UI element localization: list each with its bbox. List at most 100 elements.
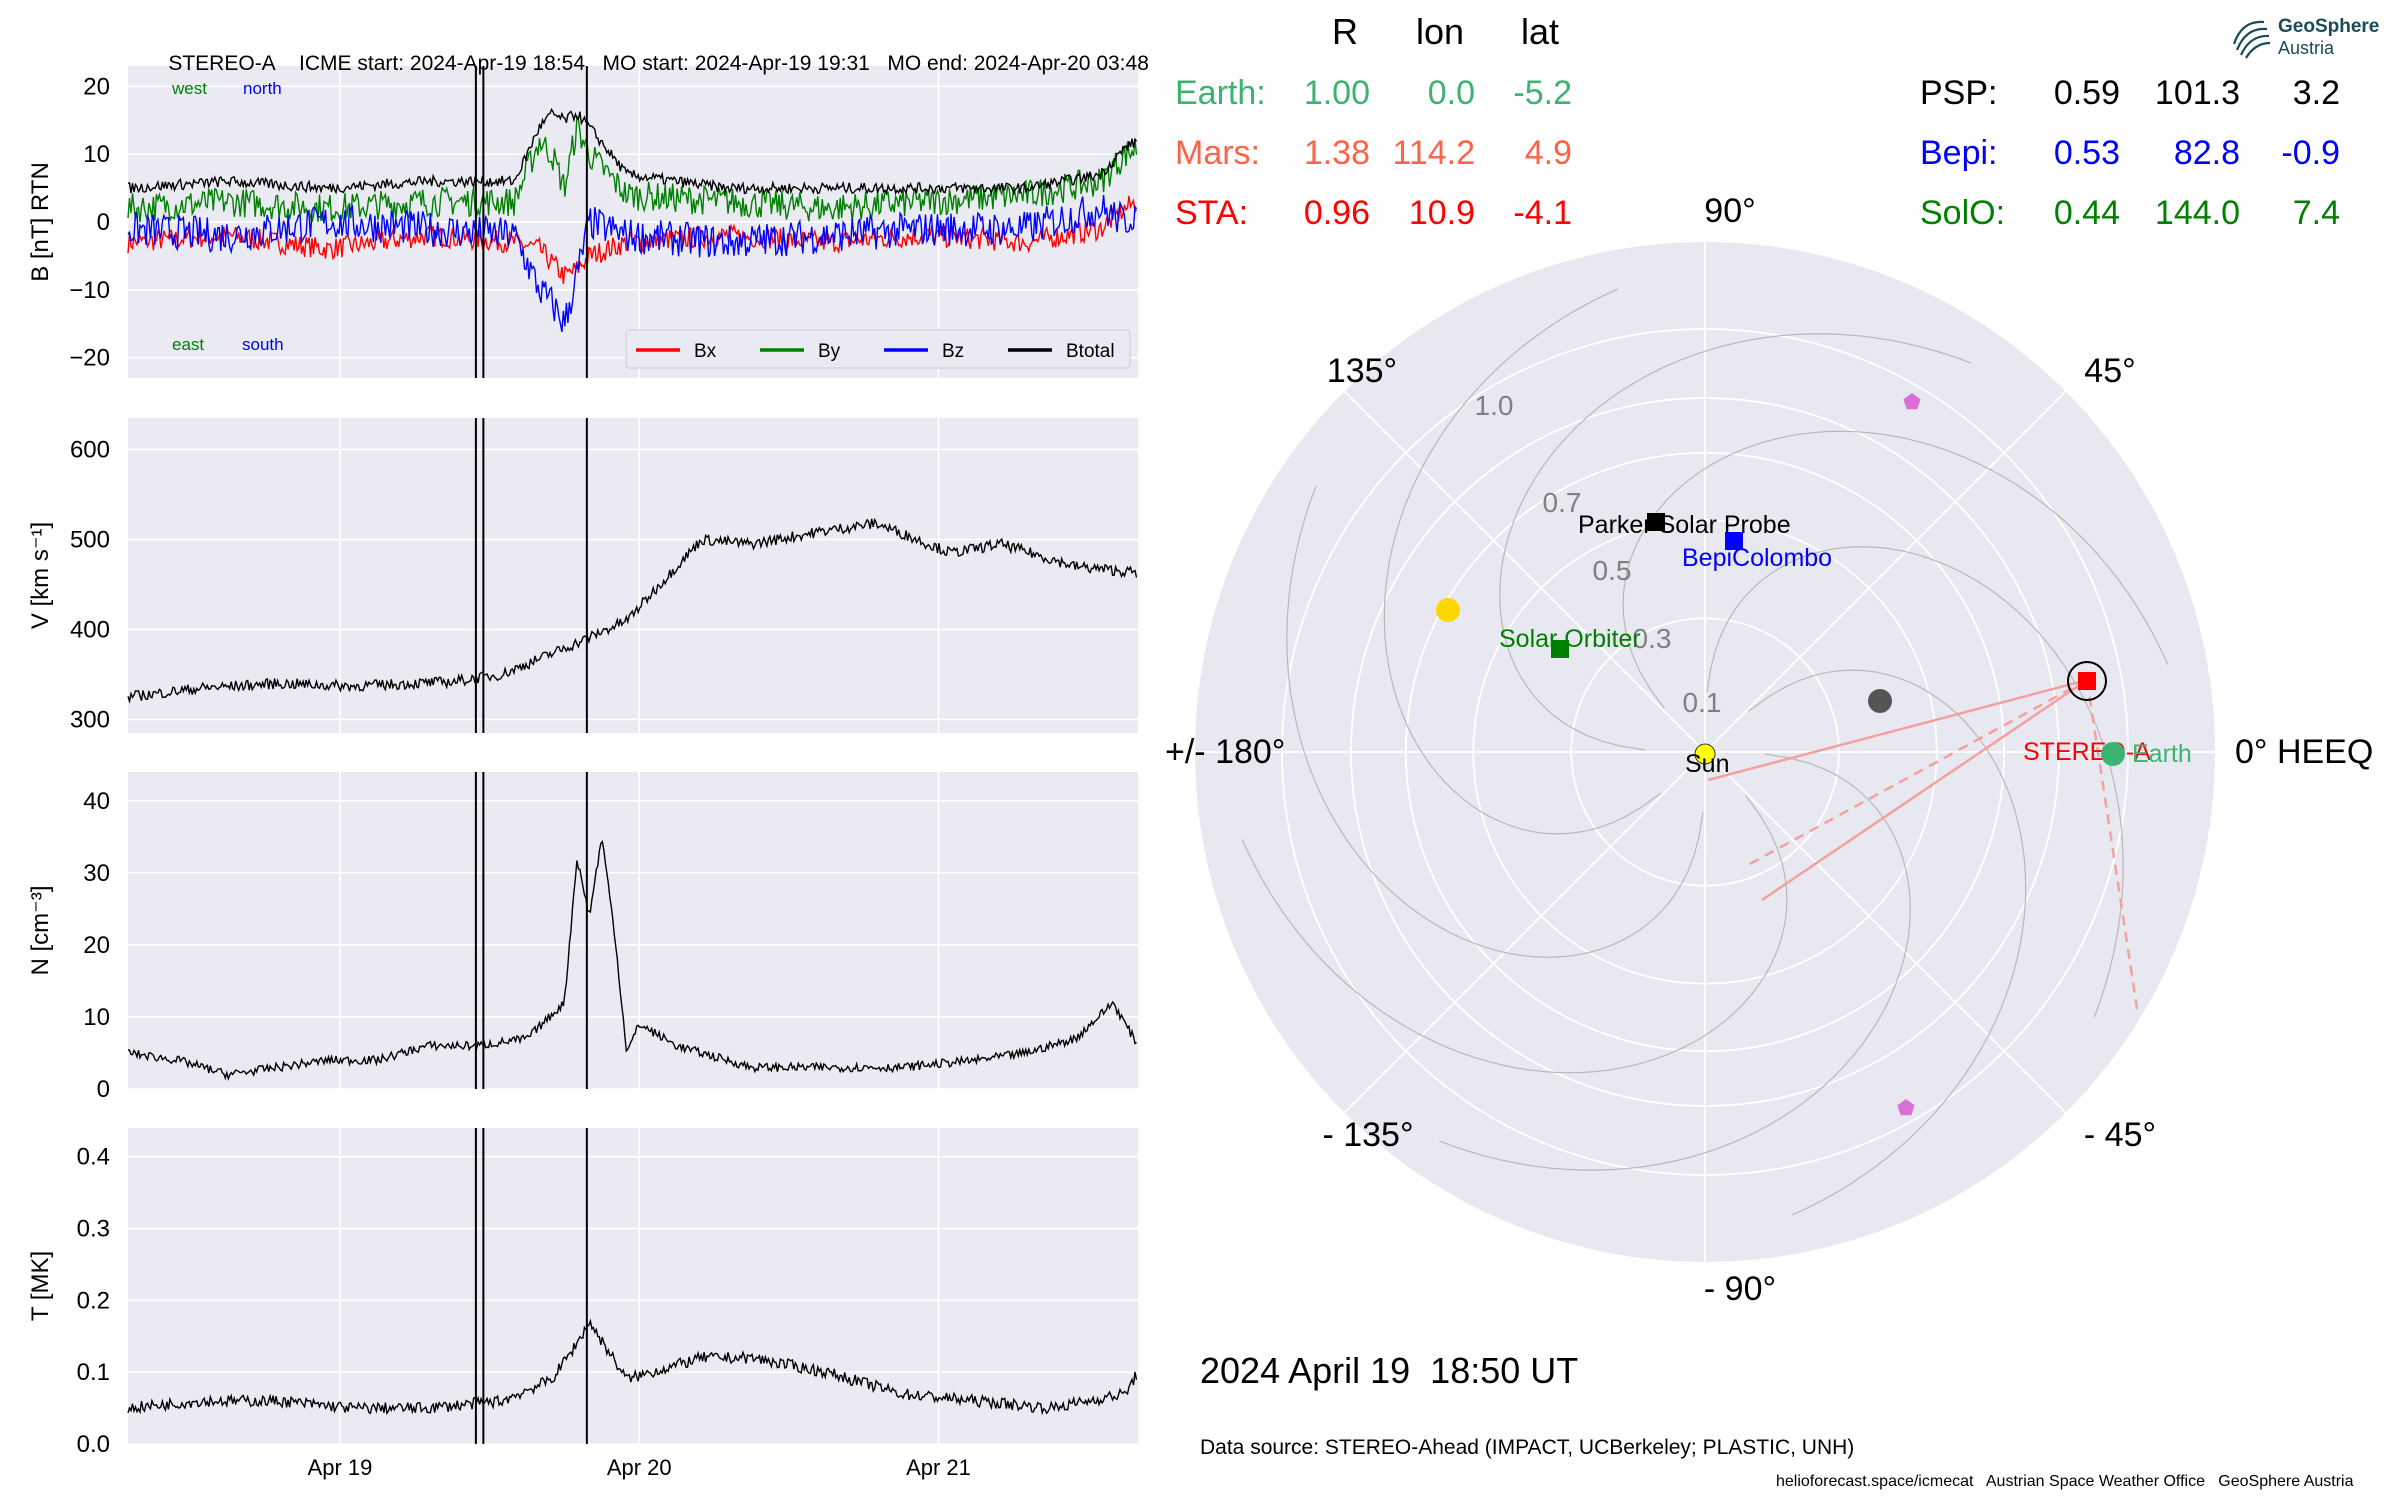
table-col-header: R: [1332, 11, 1358, 52]
panel-b: 20 10 0 −10 −20 B [nT] RTN west north east south B…: [27, 66, 1138, 378]
y-tick-label: 0.2: [77, 1287, 110, 1314]
parker-spiral: [1286, 486, 1704, 958]
position-row-r: 0.96: [1304, 194, 1370, 232]
polar-angle-label: - 45°: [2084, 1116, 2156, 1154]
panel-t-background: [128, 1128, 1138, 1444]
polar-angle-label: - 90°: [1704, 1270, 1776, 1308]
polar-radial-label: 0.3: [1633, 623, 1672, 654]
bepicolombo-marker: [1725, 532, 1743, 550]
y-tick-label: 600: [70, 437, 110, 464]
series-line-b-bz: [127, 194, 1138, 333]
y-tick-label: 10: [83, 1004, 110, 1031]
l4-marker: [1903, 393, 1921, 410]
position-row-lat: -0.9: [2281, 134, 2340, 172]
position-row-r: 1.38: [1304, 134, 1370, 172]
position-row-lat: 3.2: [2293, 74, 2340, 112]
stereo-a-marker: [2078, 672, 2096, 690]
y-tick-label: −20: [69, 345, 110, 372]
series-line-b-btotal: [127, 107, 1138, 196]
sta-fov-line: [1747, 678, 2088, 867]
tag-west: west: [171, 79, 207, 98]
y-tick-label: 0.4: [77, 1144, 110, 1171]
y-tick-label: 30: [83, 860, 110, 887]
position-row-name: PSP:: [1920, 74, 1997, 112]
y-tick-label: 40: [83, 788, 110, 815]
sun-label: Sun: [1685, 750, 1729, 778]
parker-spiral: [1241, 795, 1788, 1074]
parker-spiral: [1622, 430, 2169, 709]
polar-angle-label: 45°: [2084, 352, 2135, 390]
position-row-r: 0.44: [2054, 194, 2120, 232]
sta-fov-line: [1761, 678, 2088, 902]
y-tick-label: 20: [83, 73, 110, 100]
datetime-label: 2024 April 19 18:50 UT: [1200, 1350, 1579, 1391]
position-row-lon: 144.0: [2155, 194, 2240, 232]
y-axis-label: B [nT] RTN: [27, 162, 54, 282]
y-tick-label: 20: [83, 932, 110, 959]
polar-radial-label: 0.1: [1683, 687, 1722, 718]
sun-marker: [1694, 743, 1716, 765]
panel-v: 600 500 400 300 V [km s⁻¹]: [27, 418, 1138, 734]
tag-north: north: [243, 79, 282, 98]
logo: GeoSphere Austria: [2228, 12, 2388, 62]
y-tick-label: 300: [70, 707, 110, 734]
sta-fov-line: [2085, 679, 2140, 1016]
credit-label: helioforecast.space/icmecat Austrian Spa…: [1776, 1473, 2354, 1490]
panel-n: 40 30 20 10 0 N [cm⁻³]: [27, 772, 1138, 1103]
stereo-a-ring: [2067, 661, 2107, 701]
y-axis-label: T [MK]: [27, 1251, 54, 1321]
polar-plot: 90° 45° 0° HEEQ - 45° - 90° - 135° +/- 180° 135…: [1165, 192, 2373, 1308]
polar-angle-label: 90°: [1704, 192, 1755, 230]
position-row-name: Earth:: [1175, 74, 1266, 112]
stereo-a-label: STEREO-A: [2023, 738, 2151, 766]
position-row-name: SolO:: [1920, 194, 2005, 232]
polar-angle-label: 0° HEEQ: [2235, 733, 2373, 771]
y-axis-label: V [km s⁻¹]: [27, 522, 54, 629]
position-row-lat: 7.4: [2293, 194, 2340, 232]
y-tick-label: 400: [70, 617, 110, 644]
table-col-header: lat: [1521, 11, 1559, 52]
polar-radial-label: 0.7: [1543, 487, 1582, 518]
polar-spoke: [1704, 751, 2067, 1114]
y-tick-label: 500: [70, 527, 110, 554]
position-row-r: 1.00: [1304, 74, 1370, 112]
panel-n-background: [128, 772, 1138, 1089]
position-row-lon: 0.0: [1428, 74, 1475, 112]
parker-spiral: [1706, 546, 2124, 1018]
position-row-lat: 4.9: [1525, 134, 1572, 172]
y-tick-label: 0.1: [77, 1359, 110, 1386]
logo-line1: GeoSphere: [2278, 16, 2380, 37]
series-line-v: [127, 517, 1138, 704]
y-tick-label: 10: [83, 141, 110, 168]
header-mo-start: MO start: 2024-Apr-19 19:31: [602, 52, 870, 75]
b-legend: Bx By Bz Btotal: [625, 329, 1131, 369]
polar-spoke: [1704, 390, 2067, 753]
position-row-r: 0.53: [2054, 134, 2120, 172]
legend-label-by: By: [818, 341, 841, 362]
polar-spoke: [1343, 751, 1706, 1114]
legend-label-btotal: Btotal: [1066, 341, 1115, 362]
earth-marker: [2101, 742, 2125, 766]
position-row-name: STA:: [1175, 194, 1248, 232]
data-source-label: Data source: STEREO-Ahead (IMPACT, UCBer…: [1200, 1436, 1855, 1459]
logo-line2: Austria: [2278, 38, 2335, 58]
y-tick-label: 0: [97, 209, 110, 236]
header-icme-start: ICME start: 2024-Apr-19 18:54: [299, 52, 586, 75]
y-tick-label: 0.3: [77, 1216, 110, 1243]
bepicolombo-label: BepiColombo: [1682, 544, 1832, 572]
header-mo-end: MO end: 2024-Apr-20 03:48: [887, 52, 1149, 75]
position-row-lon: 82.8: [2174, 134, 2240, 172]
position-row-name: Bepi:: [1920, 134, 1998, 172]
position-row-lat: -4.1: [1513, 194, 1572, 232]
y-tick-label: 0: [97, 1076, 110, 1103]
plot-header: STEREO-A ICME start: 2024-Apr-19 18:54 M…: [145, 28, 1149, 100]
position-row-lon: 114.2: [1392, 134, 1475, 172]
position-row-lon: 101.3: [2155, 74, 2240, 112]
parker-solar-probe-label: Parker Solar Probe: [1578, 511, 1791, 539]
parker-solar-probe-marker: [1647, 513, 1665, 531]
venus-marker: [1868, 689, 1892, 713]
tag-east: east: [172, 335, 204, 354]
polar-radial-label: 1.0: [1475, 390, 1514, 421]
legend-label-bx: Bx: [694, 341, 717, 362]
polar-angle-label: +/- 180°: [1165, 733, 1285, 771]
